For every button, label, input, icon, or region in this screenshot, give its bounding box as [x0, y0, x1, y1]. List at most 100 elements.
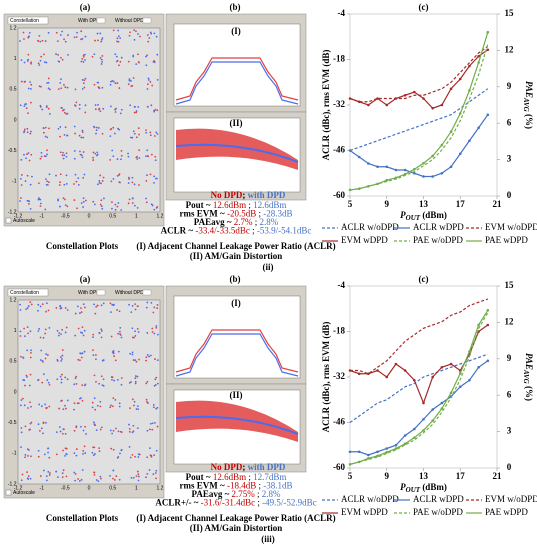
constellation-dot	[114, 208, 117, 211]
constellation-dot	[112, 29, 115, 32]
constellation-dot	[83, 173, 86, 176]
constellation-dot	[133, 183, 136, 186]
constellation-dot	[145, 197, 147, 200]
constellation-dot	[128, 381, 131, 384]
y-axis-label: ACLR (dBc), rms EVM (dB)	[321, 50, 331, 161]
constellation-dot	[120, 209, 123, 211]
constellation-dot	[20, 479, 23, 482]
constellation-dot	[111, 80, 114, 82]
text-span: ;	[246, 472, 253, 482]
point	[367, 453, 370, 457]
constellation-dot	[148, 355, 150, 358]
constellation-dot	[20, 446, 22, 449]
point	[385, 165, 389, 169]
constellation-dot	[110, 180, 113, 183]
constellation-dot	[30, 62, 32, 65]
constellation-dot	[82, 334, 85, 337]
constellation-dot	[75, 382, 78, 385]
constellation-dot	[38, 34, 41, 37]
constellation-dot	[128, 34, 131, 37]
series-line	[349, 49, 489, 109]
y-tick-label: 1.2	[10, 25, 17, 31]
x-tick-label: 17	[456, 471, 466, 481]
constellation-dot	[61, 358, 63, 360]
constellation-dot	[38, 85, 41, 88]
constellation-dot	[44, 208, 47, 211]
y2-tick-label: 3	[507, 426, 512, 436]
text-span: (dBm)	[420, 482, 447, 492]
constellation-dot	[109, 159, 112, 161]
point	[394, 97, 398, 100]
y-tick-label: -1.2	[8, 209, 17, 215]
constellation-dot	[22, 31, 25, 34]
text-span: ACLR+/- ~	[155, 498, 200, 508]
constellation-dot	[109, 474, 111, 477]
constellation-dot	[30, 349, 33, 352]
constellation-dot	[59, 356, 62, 359]
point	[440, 103, 444, 107]
constellation-dot	[109, 83, 112, 86]
constellation-dot	[76, 31, 78, 34]
constellation-dot	[151, 327, 154, 330]
constellation-dot	[64, 40, 67, 43]
constellation-dot	[80, 397, 82, 399]
y-tick-label: -46	[333, 145, 345, 155]
constellation-dot	[156, 109, 159, 112]
constellation-dot	[75, 180, 78, 183]
constellation-dot	[98, 180, 101, 182]
constellation-dot	[28, 32, 31, 34]
point	[376, 182, 379, 186]
constellation-dot	[82, 176, 85, 179]
constellation-dot	[102, 384, 105, 387]
point	[367, 456, 370, 460]
constellation-dot	[29, 477, 32, 480]
constellation-dot	[153, 175, 156, 178]
constellation-dot	[150, 32, 153, 35]
constellation-dot	[26, 153, 28, 156]
checkbox	[5, 489, 12, 496]
y-tick-label: -4	[338, 8, 346, 18]
constellation-dot	[154, 358, 156, 360]
point	[458, 152, 462, 156]
constellation-dot	[146, 105, 149, 108]
constellation-dot	[64, 204, 67, 206]
constellation-dot	[63, 108, 65, 111]
constellation-dot	[74, 173, 77, 176]
legend-label: PAE wDPD	[485, 235, 528, 245]
constellation-dot	[58, 407, 61, 410]
constellation-dot	[84, 35, 87, 38]
x-tick-label: 13	[419, 199, 429, 209]
constellation-dot	[92, 333, 95, 336]
constellation-dot	[132, 130, 135, 133]
metric-line: ACLR ~ -33.4/-33.5dBc ; -53.9/-54.1dBc	[161, 226, 312, 236]
constellation-dot	[80, 311, 83, 314]
constellation-dot	[99, 475, 102, 478]
constellation-dot	[129, 104, 132, 107]
constellation-dot	[73, 408, 75, 411]
constellation-dot	[100, 304, 103, 307]
constellation-dot	[135, 475, 138, 478]
constellation-dot	[24, 180, 27, 183]
metric-line: rms EVM ~ -20.5dB ; -28.3dB	[180, 209, 293, 219]
point	[413, 436, 416, 439]
text-span: ;	[250, 226, 257, 236]
constellation-dot	[109, 429, 112, 432]
text-span: ;	[253, 217, 260, 227]
constellation-dot	[116, 37, 119, 40]
y-tick-label: -0.5	[8, 148, 17, 154]
constellation-dot	[155, 131, 158, 134]
constellation-dot	[42, 432, 44, 435]
constellation-dot	[91, 401, 94, 404]
constellation-dot	[73, 157, 76, 160]
constellation-dot	[98, 450, 101, 453]
chart-title: (c)	[419, 274, 429, 284]
constellation-dot	[120, 108, 123, 111]
constellation-dot	[156, 304, 159, 306]
constellation-dot	[26, 375, 28, 378]
legend-label: ACLR w/oDPD	[341, 222, 399, 232]
constellation-dot	[26, 60, 29, 62]
constellation-dot	[93, 203, 96, 206]
point	[422, 175, 425, 178]
x-tick-label: 21	[493, 199, 503, 209]
constellation-dot	[97, 127, 100, 129]
